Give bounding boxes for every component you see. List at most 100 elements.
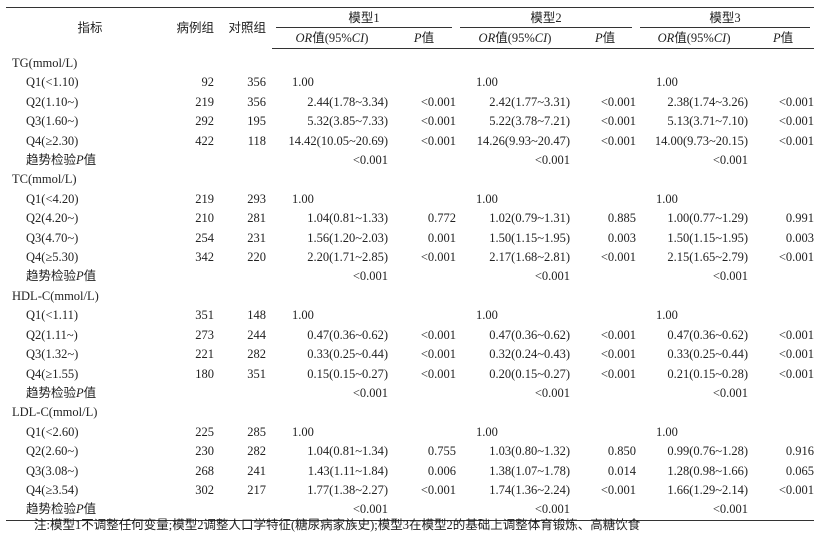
row-label: Q1(<1.10)	[26, 75, 79, 90]
trend-p-value: <0.001	[534, 502, 571, 517]
p-value: <0.001	[778, 347, 815, 362]
trend-p-value: <0.001	[352, 269, 388, 284]
or-value: 5.13(3.71~7.10)	[667, 114, 749, 129]
empty-cell	[574, 384, 636, 403]
row-label: Q3(1.60~)	[26, 114, 79, 129]
p-italic: P	[413, 31, 422, 45]
or-value: 14.00(9.73~20.15)	[654, 133, 749, 148]
trend-text: 趋势检验	[26, 269, 77, 284]
p-value	[752, 306, 814, 325]
or-value: 14.42(10.05~20.69)	[288, 133, 388, 148]
p-value: 0.014	[607, 463, 637, 478]
or-rest: 值(95%	[495, 31, 535, 45]
header-case-group: 病例组	[176, 21, 214, 36]
case-count: 342	[195, 250, 214, 265]
control-count: 220	[247, 250, 266, 265]
case-count: 219	[195, 94, 214, 109]
table-row: Q3(1.32~) 221 282 0.33(0.25~0.44) <0.001 0.32…	[6, 345, 814, 364]
table-row: Q4(≥1.55) 180 351 0.15(0.15~0.27) <0.001 0.20…	[6, 365, 814, 384]
trend-p-italic: P	[76, 385, 84, 400]
table-note: 注:模型1不调整任何变量;模型2调整人口学特征(糖尿病家族史);模型3在模型2的…	[34, 518, 641, 532]
p-value: <0.001	[420, 250, 457, 265]
group-header-row: TG(mmol/L)	[6, 49, 814, 74]
p-value-header: P值	[392, 28, 457, 49]
p-value: 0.772	[427, 211, 457, 226]
trend-p-value: <0.001	[534, 385, 571, 400]
control-count: 356	[247, 75, 266, 90]
table-row: Q2(1.10~) 219 356 2.44(1.78~3.34) <0.001 2.42…	[6, 93, 814, 112]
trend-text: 趋势检验	[26, 153, 77, 168]
or-value: 1.43(1.11~1.84)	[307, 463, 388, 478]
p-italic: P	[772, 31, 781, 45]
empty-cell	[574, 267, 636, 286]
or-value: 2.17(1.68~2.81)	[489, 250, 571, 265]
control-count: 281	[247, 211, 266, 226]
case-count: 230	[195, 444, 214, 459]
or-ci-header: OR值(95%CI)	[636, 28, 753, 49]
header-model-2: 模型2	[456, 8, 636, 29]
empty-cell	[214, 384, 272, 403]
or-rest: 值(95%	[312, 31, 352, 45]
empty-cell	[392, 151, 456, 170]
control-count: 217	[247, 482, 266, 497]
row-label: Q3(4.70~)	[26, 230, 79, 245]
p-value	[574, 423, 636, 442]
group-title: TG(mmol/L)	[12, 56, 78, 70]
p-value: <0.001	[600, 133, 637, 148]
or-value: 0.47(0.36~0.62)	[307, 327, 388, 342]
table-row: Q3(1.60~) 292 195 5.32(3.85~7.33) <0.001 5.22…	[6, 112, 814, 131]
row-label: Q4(≥1.55)	[26, 366, 79, 381]
p-value: <0.001	[420, 327, 457, 342]
empty-cell	[214, 151, 272, 170]
p-value: <0.001	[778, 133, 815, 148]
trend-p-rest: 值	[83, 502, 97, 517]
or-value: 5.22(3.78~7.21)	[489, 114, 571, 129]
p-value: 0.003	[607, 230, 637, 245]
table-row: Q4(≥3.54) 302 217 1.77(1.38~2.27) <0.001 1.74…	[6, 481, 814, 500]
trend-p-value: <0.001	[534, 269, 571, 284]
trend-label: 趋势检验P值	[6, 384, 174, 403]
p-value: 0.001	[427, 230, 457, 245]
p-value-header: P值	[574, 28, 637, 49]
case-count: 351	[195, 308, 214, 323]
model-3-label: 模型3	[709, 11, 741, 25]
control-count: 195	[247, 114, 266, 129]
trend-label: 趋势检验P值	[6, 151, 174, 170]
table-row: Q2(2.60~) 230 282 1.04(0.81~1.34) 0.755 1.03(…	[6, 442, 814, 461]
group-header-row: TC(mmol/L)	[6, 170, 814, 189]
p-rest: 值	[421, 31, 435, 45]
p-italic: P	[594, 31, 603, 45]
trend-p-italic: P	[76, 269, 84, 284]
p-value: <0.001	[420, 347, 457, 362]
group-title: TC(mmol/L)	[12, 172, 77, 187]
or-value: 2.44(1.78~3.34)	[307, 94, 388, 109]
trend-p-rest: 值	[83, 385, 97, 400]
trend-p-rest: 值	[83, 269, 97, 284]
control-count: 282	[247, 444, 266, 459]
table-row: Q2(4.20~) 210 281 1.04(0.81~1.33) 0.772 1.02(…	[6, 209, 814, 228]
p-value: <0.001	[778, 366, 815, 381]
or-value: 2.38(1.74~3.26)	[667, 94, 749, 109]
or-value: 1.00	[292, 424, 314, 439]
case-count: 221	[195, 347, 214, 362]
or-value: 1.00	[292, 75, 314, 90]
or-value: 1.74(1.36~2.24)	[489, 482, 571, 497]
trend-row: 趋势检验P值 <0.001 <0.001 <0.001	[6, 151, 814, 170]
p-value: <0.001	[778, 327, 815, 342]
empty-cell	[214, 267, 272, 286]
or-value: 0.15(0.15~0.27)	[307, 366, 388, 381]
case-count: 302	[195, 482, 214, 497]
control-count: 244	[247, 327, 266, 342]
or-value: 1.00	[656, 424, 678, 439]
row-label: Q2(4.20~)	[26, 211, 79, 226]
table-row: Q1(<1.11) 351 148 1.00 1.00 1.00	[6, 306, 814, 325]
or-value: 1.50(1.15~1.95)	[489, 230, 571, 245]
table-row: Q3(4.70~) 254 231 1.56(1.20~2.03) 0.001 1.50(…	[6, 229, 814, 248]
or-italic: OR	[295, 31, 313, 45]
or-value: 0.20(0.15~0.27)	[489, 366, 571, 381]
p-value: <0.001	[778, 250, 815, 265]
p-value	[574, 73, 636, 92]
or-value: 1.00	[476, 424, 498, 439]
p-value: 0.006	[427, 463, 457, 478]
p-value	[392, 423, 456, 442]
